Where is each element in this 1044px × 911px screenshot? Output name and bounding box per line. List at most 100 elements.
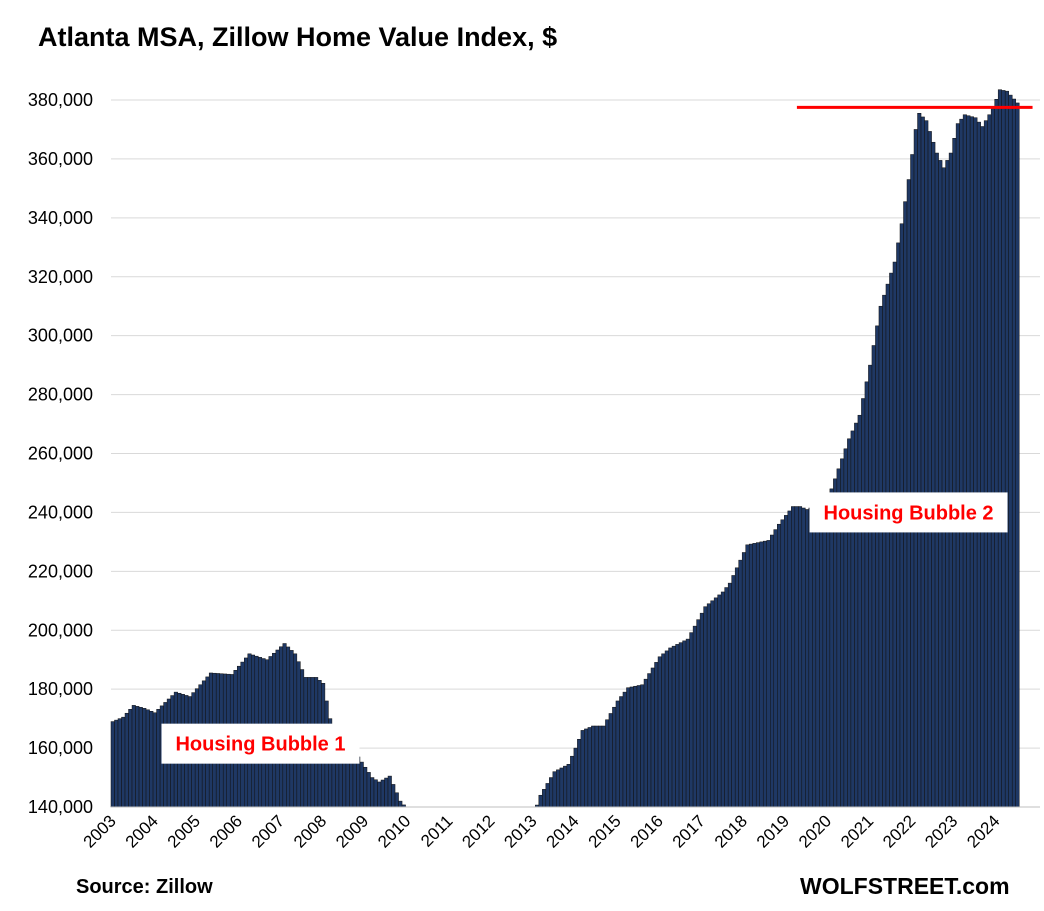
bar [685, 638, 690, 808]
bar [952, 138, 957, 808]
y-tick-label: 140,000 [28, 797, 93, 817]
bar [626, 687, 631, 808]
annotation: Housing Bubble 1 [161, 723, 360, 764]
bar [643, 678, 648, 808]
x-tick-label: 2013 [500, 811, 540, 851]
bar [1001, 90, 1006, 808]
bar [815, 504, 820, 808]
bar [969, 116, 974, 808]
bar [114, 719, 119, 808]
gridlines [111, 99, 1040, 749]
y-tick-label: 180,000 [28, 679, 93, 699]
bar [542, 789, 547, 808]
bar [538, 794, 543, 808]
x-tick-label: 2008 [290, 811, 330, 851]
bar [664, 650, 669, 808]
bar [591, 725, 596, 808]
brand-label: WOLFSTREET.com [800, 873, 1010, 899]
bar [363, 766, 368, 808]
bar [766, 540, 771, 808]
bar [391, 784, 396, 808]
x-tick-label: 2023 [921, 811, 961, 851]
bar [724, 587, 729, 808]
bar [1004, 90, 1009, 808]
bar [380, 779, 385, 808]
bar [549, 777, 554, 808]
bar [913, 129, 918, 808]
bar [152, 712, 157, 808]
bar [934, 152, 939, 808]
y-tick-label: 280,000 [28, 385, 93, 405]
bar [654, 662, 659, 808]
bar [924, 120, 929, 808]
bar [777, 523, 782, 808]
bar [1011, 98, 1016, 808]
bar [366, 772, 371, 808]
bar [882, 294, 887, 808]
y-tick-label: 300,000 [28, 326, 93, 346]
bar [734, 567, 739, 808]
bar [356, 756, 361, 808]
bar [398, 800, 403, 808]
bar [661, 653, 666, 808]
bar [864, 381, 869, 808]
annotation-text: Housing Bubble 2 [824, 502, 994, 524]
bar [791, 506, 796, 808]
bar [784, 515, 789, 808]
bar [124, 712, 129, 808]
bar [973, 117, 978, 808]
bar [745, 544, 750, 808]
bar [752, 543, 757, 808]
y-tick-label: 220,000 [28, 561, 93, 581]
bar [917, 113, 922, 808]
bar [689, 632, 694, 808]
bar [822, 498, 827, 808]
x-tick-label: 2015 [585, 811, 625, 851]
bar [584, 728, 589, 808]
bar [980, 126, 985, 808]
bar [966, 115, 971, 808]
bar [149, 711, 154, 808]
x-tick-label: 2009 [332, 811, 372, 851]
bar [563, 765, 568, 808]
bar [938, 160, 943, 808]
bar [770, 534, 775, 808]
y-tick-label: 320,000 [28, 267, 93, 287]
bar [650, 667, 655, 808]
annotation-box [161, 723, 360, 764]
bar [594, 725, 599, 808]
y-tick-label: 160,000 [28, 738, 93, 758]
x-tick-label: 2017 [669, 811, 709, 851]
bar [145, 709, 150, 808]
bar [920, 116, 925, 808]
bar [556, 769, 561, 808]
bar [983, 120, 988, 808]
annotation-text: Housing Bubble 1 [175, 734, 345, 756]
bar [819, 503, 824, 808]
bar [885, 283, 890, 808]
bar [636, 685, 641, 808]
bar [394, 792, 399, 808]
x-tick-label: 2014 [543, 811, 583, 851]
bar [110, 721, 115, 808]
bar [829, 488, 834, 808]
x-tick-label: 2007 [248, 811, 288, 851]
bar [759, 541, 764, 808]
bar [801, 507, 806, 808]
y-tick-label: 260,000 [28, 444, 93, 464]
x-tick-label: 2020 [795, 811, 835, 851]
bar [117, 718, 122, 808]
bar [994, 99, 999, 808]
bar [805, 509, 810, 808]
bar [608, 713, 613, 808]
bar [878, 305, 883, 808]
bar [671, 645, 676, 808]
bar [826, 493, 831, 808]
bar [699, 612, 704, 808]
x-tick-label: 2018 [711, 811, 751, 851]
x-tick-label: 2005 [164, 811, 204, 851]
bar [559, 767, 564, 808]
bar [812, 506, 817, 808]
bar [128, 709, 133, 808]
